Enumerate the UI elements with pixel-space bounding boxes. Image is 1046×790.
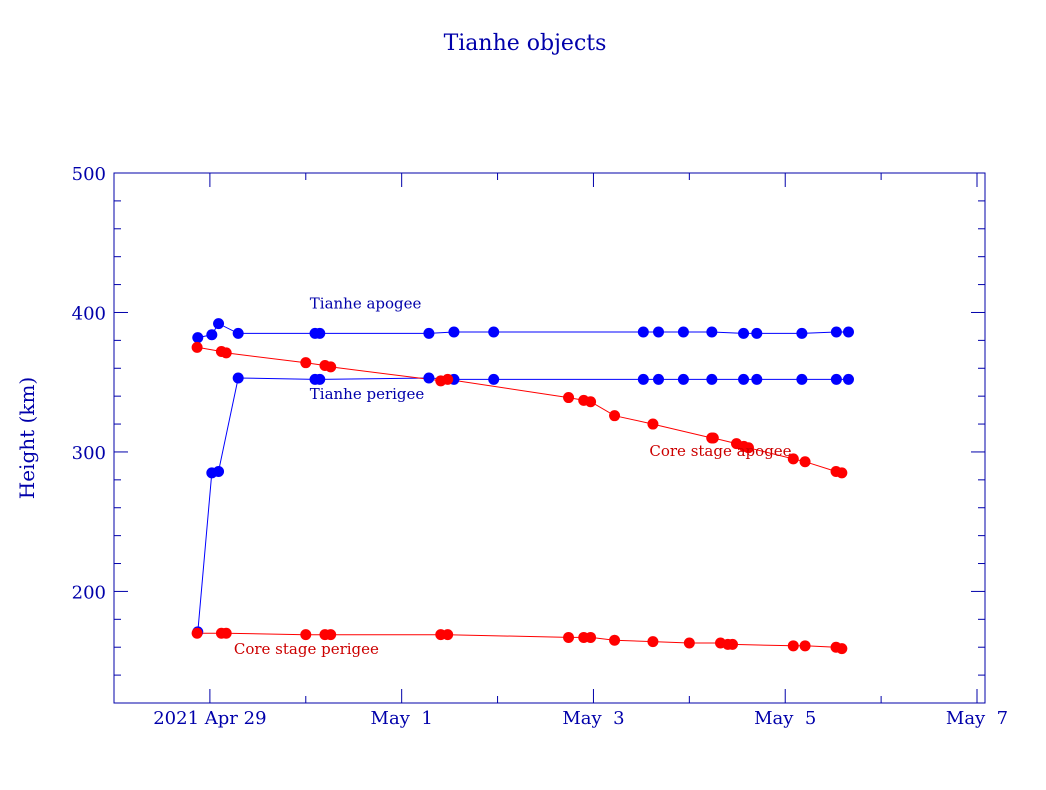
data-point bbox=[213, 318, 225, 330]
data-point bbox=[488, 326, 500, 338]
data-point bbox=[677, 373, 689, 385]
series-label: Core stage apogee bbox=[649, 442, 791, 460]
data-point bbox=[836, 467, 848, 479]
data-point bbox=[799, 640, 811, 652]
data-point bbox=[325, 361, 337, 373]
y-tick-label: 400 bbox=[72, 303, 106, 324]
series-labels: Tianhe apogee Tianhe perigee Core stage ap… bbox=[234, 294, 792, 658]
data-point bbox=[423, 327, 435, 339]
series-label: Tianhe perigee bbox=[310, 385, 425, 403]
data-point bbox=[314, 327, 326, 339]
data-point bbox=[314, 373, 326, 385]
x-tick-label: 2021 Apr 29 bbox=[153, 708, 266, 729]
data-point bbox=[563, 392, 575, 404]
data-point bbox=[300, 629, 312, 641]
data-point bbox=[637, 326, 649, 338]
data-point bbox=[448, 326, 460, 338]
data-point bbox=[683, 637, 695, 649]
series-label: Core stage perigee bbox=[234, 640, 379, 658]
data-point bbox=[830, 326, 842, 338]
data-point bbox=[609, 410, 621, 422]
data-point bbox=[563, 631, 575, 643]
series-lines bbox=[197, 322, 849, 650]
data-point bbox=[677, 326, 689, 338]
data-point bbox=[585, 631, 597, 643]
data-point bbox=[220, 347, 232, 359]
data-point bbox=[192, 332, 204, 344]
series-line bbox=[197, 377, 849, 632]
data-point bbox=[220, 627, 232, 639]
data-point bbox=[738, 373, 750, 385]
data-point bbox=[488, 373, 500, 385]
data-point bbox=[442, 373, 454, 385]
data-point bbox=[191, 627, 203, 639]
data-point bbox=[726, 638, 738, 650]
data-point bbox=[706, 373, 718, 385]
data-point bbox=[796, 327, 808, 339]
data-point bbox=[787, 453, 799, 465]
data-point bbox=[609, 634, 621, 646]
data-point bbox=[706, 326, 718, 338]
series-line bbox=[197, 322, 849, 339]
data-point bbox=[653, 373, 665, 385]
data-point bbox=[830, 373, 842, 385]
data-point bbox=[842, 326, 854, 338]
data-point bbox=[799, 456, 811, 468]
data-point bbox=[585, 396, 597, 408]
y-axis-label: Height (km) bbox=[15, 377, 39, 499]
data-point bbox=[653, 326, 665, 338]
series-label: Tianhe apogee bbox=[310, 294, 422, 312]
plot-frame bbox=[113, 172, 986, 704]
data-point bbox=[300, 357, 312, 369]
data-point bbox=[423, 372, 435, 384]
data-point bbox=[325, 629, 337, 641]
y-tick-label: 500 bbox=[72, 164, 106, 185]
chart-title: Tianhe objects bbox=[444, 31, 607, 56]
x-tick-label: May 5 bbox=[754, 708, 816, 729]
data-points bbox=[191, 318, 854, 655]
data-point bbox=[647, 636, 659, 648]
data-point bbox=[232, 327, 244, 339]
data-point bbox=[191, 341, 203, 353]
data-point bbox=[742, 442, 754, 454]
x-tick-label: May 7 bbox=[946, 708, 1008, 729]
data-point bbox=[707, 432, 719, 444]
data-point bbox=[842, 373, 854, 385]
tick-labels: 200 300 400 500 2021 Apr 29 May 1 May 3 May 5 Ma… bbox=[72, 164, 1008, 729]
data-point bbox=[751, 373, 763, 385]
data-point bbox=[637, 373, 649, 385]
data-point bbox=[836, 643, 848, 655]
axis-ticks bbox=[114, 172, 985, 703]
y-tick-label: 300 bbox=[72, 443, 106, 464]
data-point bbox=[213, 465, 225, 477]
data-point bbox=[751, 327, 763, 339]
x-tick-label: May 1 bbox=[371, 708, 433, 729]
data-point bbox=[442, 629, 454, 641]
data-point bbox=[796, 373, 808, 385]
data-point bbox=[738, 327, 750, 339]
y-tick-label: 200 bbox=[72, 582, 106, 603]
data-point bbox=[206, 329, 218, 341]
x-tick-label: May 3 bbox=[562, 708, 624, 729]
data-point bbox=[232, 372, 244, 384]
data-point bbox=[787, 640, 799, 652]
series-line bbox=[197, 346, 842, 474]
data-point bbox=[647, 418, 659, 430]
